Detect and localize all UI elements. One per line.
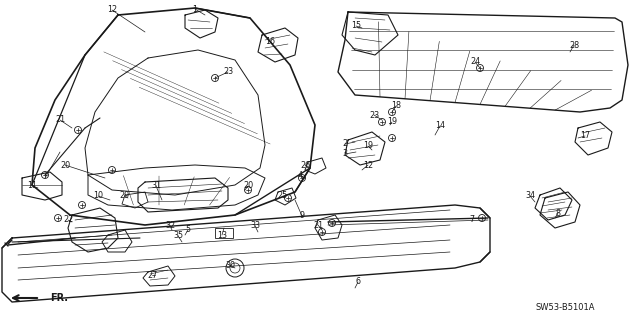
Text: 26: 26 — [300, 160, 310, 169]
Text: 15: 15 — [351, 21, 361, 31]
Text: 12: 12 — [363, 160, 373, 169]
Text: 22: 22 — [63, 216, 73, 225]
Text: 2: 2 — [342, 139, 348, 149]
Text: 4: 4 — [298, 170, 303, 180]
Text: 21: 21 — [55, 115, 65, 124]
Text: 31: 31 — [151, 182, 161, 190]
Text: 11: 11 — [27, 182, 37, 190]
Text: 13: 13 — [217, 231, 227, 240]
Text: 33: 33 — [250, 221, 260, 231]
Text: 23: 23 — [223, 68, 233, 77]
Bar — [215, 228, 233, 238]
Text: 1: 1 — [193, 4, 198, 13]
Text: 28: 28 — [569, 41, 579, 49]
Text: 30: 30 — [225, 261, 235, 270]
Text: 19: 19 — [387, 117, 397, 127]
Text: 7: 7 — [469, 216, 475, 225]
Text: 23: 23 — [369, 110, 379, 120]
Text: 24: 24 — [470, 57, 480, 66]
Text: 35: 35 — [173, 232, 183, 241]
Text: 34: 34 — [525, 191, 535, 201]
Text: 12: 12 — [107, 5, 117, 14]
Text: 10: 10 — [93, 191, 103, 201]
Text: FR.: FR. — [50, 293, 68, 303]
Text: 19: 19 — [363, 142, 373, 151]
Text: 20: 20 — [60, 160, 70, 169]
Text: 18: 18 — [391, 101, 401, 110]
Text: 9: 9 — [300, 211, 305, 220]
Text: SW53-B5101A: SW53-B5101A — [535, 303, 595, 313]
Text: 6: 6 — [355, 278, 360, 286]
Text: 8: 8 — [556, 209, 561, 218]
Text: 25: 25 — [277, 191, 287, 201]
Text: 32: 32 — [165, 221, 175, 231]
Text: 16: 16 — [265, 38, 275, 47]
Text: 20: 20 — [243, 182, 253, 190]
Text: 5: 5 — [186, 226, 191, 234]
Text: 17: 17 — [580, 131, 590, 140]
Text: 21: 21 — [313, 220, 323, 229]
Text: 14: 14 — [435, 122, 445, 130]
Text: 27: 27 — [147, 271, 157, 279]
Text: 3: 3 — [342, 150, 348, 159]
Text: 29: 29 — [120, 191, 130, 201]
